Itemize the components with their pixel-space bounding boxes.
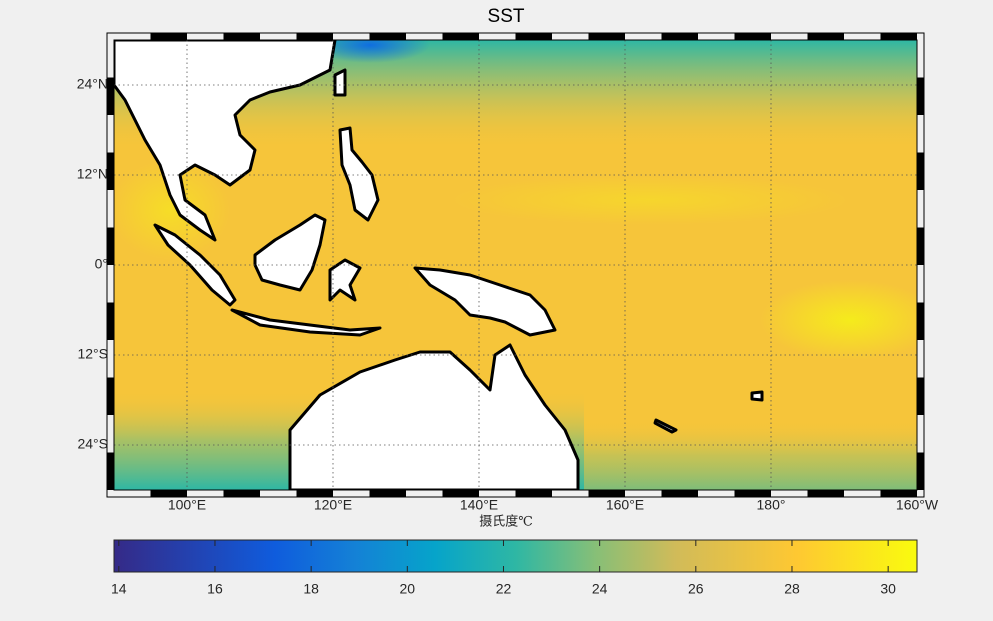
colorbar-tick-label: 28: [784, 581, 800, 597]
sst-field: [114, 40, 917, 490]
lon-tick-label: 140°E: [460, 497, 498, 513]
frame-seg: [296, 490, 333, 497]
frame-seg: [107, 377, 114, 415]
frame-seg: [296, 33, 333, 40]
frame-seg: [917, 227, 924, 265]
frame-seg: [588, 33, 625, 40]
lon-tick-label: 160°E: [606, 497, 644, 513]
frame-seg: [107, 152, 114, 190]
frame-outline: [106, 32, 925, 498]
frame-seg: [917, 77, 924, 115]
colorbar-tick-label: 16: [207, 581, 223, 597]
colorbar-ticks: 14 16 18 20 22 24 26 28 30: [111, 540, 896, 597]
frame-ticks: [106, 32, 925, 498]
colorbar-tick-label: 14: [111, 581, 127, 597]
colorbar-tick-label: 30: [880, 581, 896, 597]
colorbar-tick-label: 24: [592, 581, 608, 597]
frame-seg: [661, 33, 698, 40]
frame-seg: [107, 452, 114, 490]
frame-seg: [515, 33, 552, 40]
lon-tick-label: 160°W: [896, 497, 939, 513]
frame-seg: [807, 33, 844, 40]
frame-seg: [442, 33, 479, 40]
lat-tick-label: 12°N: [77, 166, 108, 182]
lat-tick-label: 24°S: [77, 436, 108, 452]
frame-seg: [917, 452, 924, 490]
colorbar-tick-label: 26: [688, 581, 704, 597]
colorbar-tick-label: 20: [400, 581, 416, 597]
frame-seg: [369, 33, 406, 40]
frame-seg: [880, 33, 917, 40]
colorbar-tick-label: 22: [496, 581, 512, 597]
frame-seg: [223, 490, 260, 497]
title: SST: [488, 6, 525, 27]
lat-tick-label: 0°: [95, 256, 108, 272]
frame-seg: [588, 490, 625, 497]
frame-seg: [807, 490, 844, 497]
lon-tick-label: 120°E: [314, 497, 352, 513]
frame-seg: [223, 33, 260, 40]
frame-seg: [880, 490, 917, 497]
lon-tick-label: 180°: [757, 497, 786, 513]
colorbar-label: 摄氏度℃: [479, 514, 533, 530]
frame-seg: [917, 152, 924, 190]
frame-seg: [917, 377, 924, 415]
frame-seg: [442, 490, 479, 497]
colorbar: [113, 539, 918, 573]
frame-seg: [734, 490, 771, 497]
frame-seg: [515, 490, 552, 497]
frame-seg: [661, 490, 698, 497]
lat-tick-label: 12°S: [77, 346, 108, 362]
frame-seg: [107, 227, 114, 265]
frame-seg: [107, 77, 114, 115]
frame-seg: [369, 490, 406, 497]
frame-seg: [150, 490, 187, 497]
frame-seg: [150, 33, 187, 40]
lat-tick-label: 24°N: [77, 76, 108, 92]
frame-seg: [917, 302, 924, 340]
frame-seg: [734, 33, 771, 40]
colorbar-tick-label: 18: [303, 581, 319, 597]
lon-tick-label: 100°E: [168, 497, 206, 513]
frame-seg: [107, 302, 114, 340]
graticule: [114, 40, 918, 490]
